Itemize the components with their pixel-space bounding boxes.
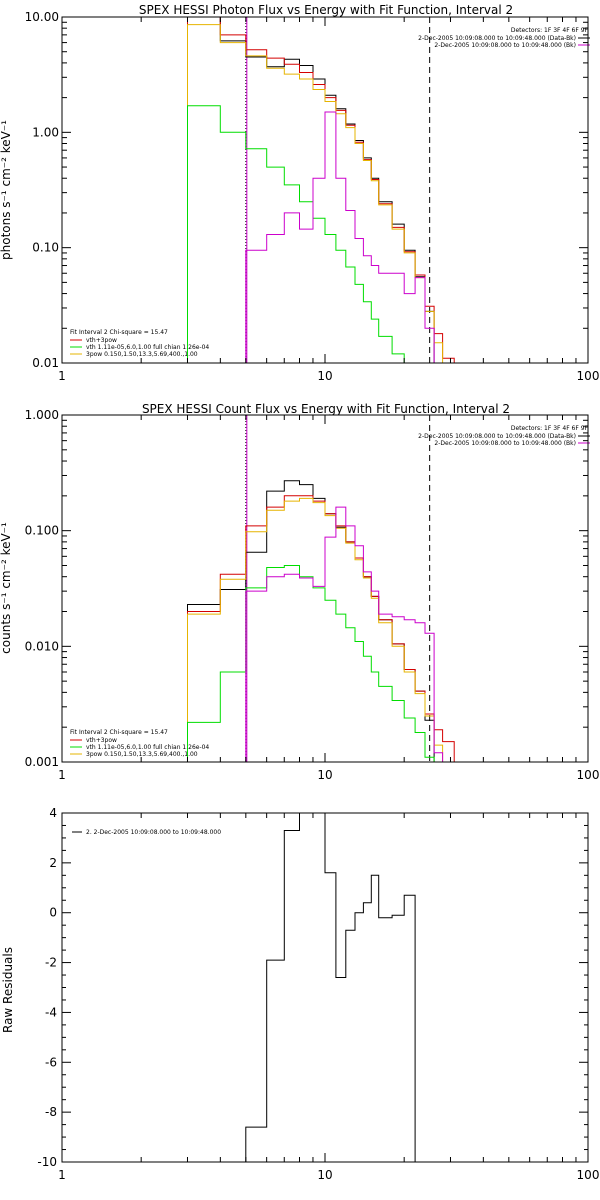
panel-3-ytick-label: -6 — [45, 1055, 57, 1069]
residuals-panel: Raw Residuals 2. 2-Dec-2005 10:09:08.000… — [1, 806, 599, 1182]
panel-1-ytick-label: 0.10 — [32, 241, 59, 255]
panel-2-title: SPEX HESSI Count Flux vs Energy with Fit… — [142, 402, 510, 416]
panel-3-ylabel: Raw Residuals — [1, 947, 15, 1033]
panel-1-xtick-label: 10 — [317, 369, 332, 383]
panel-3-ytick-label: 4 — [49, 806, 57, 820]
panel-2-xtick-label: 1 — [58, 768, 66, 782]
panel-1-series-5 — [245, 111, 443, 364]
panel-2-xtick-label: 100 — [577, 768, 600, 782]
panel-2-xtick-label: 10 — [317, 768, 332, 782]
panel-1-legend-3: 3pow 0.150,1.50,13.3,5.69,400.,1.00 — [86, 351, 198, 358]
panel-3-ytick-label: 2 — [49, 856, 57, 870]
panel-2-info-1: 2-Dec-2005 10:09:08.000 to 10:09:48.000 … — [418, 433, 576, 440]
panel-3-xtick-label: 100 — [577, 1168, 600, 1182]
panel-3-ytick-label: -4 — [45, 1005, 57, 1019]
panel-3-ytick-label: 0 — [49, 906, 57, 920]
panel-3-legend: 2. 2-Dec-2005 10:09:08.000 to 10:09:48.0… — [86, 829, 221, 836]
panel-3-ytick-label: -8 — [45, 1105, 57, 1119]
panel-1-series-3 — [187, 24, 455, 364]
panel-2-ytick-label: 1.000 — [25, 408, 59, 422]
panel-2-legend-3: 3pow 0.150,1.50,13.3,5.69,400.,1.00 — [86, 751, 198, 758]
panel-1-ytick-label: 0.01 — [32, 356, 59, 370]
panel-1-ytick-label: 1.00 — [32, 125, 59, 139]
panel-1-ylabel: photons s⁻¹ cm⁻² keV⁻¹ — [0, 120, 13, 260]
panel-2-series-3 — [187, 497, 444, 762]
panel-3-ytick-label: -10 — [37, 1155, 57, 1169]
panel-1-ytick-label: 10.00 — [25, 10, 59, 24]
panel-2-series-4 — [187, 565, 435, 762]
panel-1-series-1 — [187, 16, 435, 363]
panel-1-xtick-label: 100 — [577, 369, 600, 383]
panel-1-detectors: Detectors: 1F 3F 4F 6F 9F — [511, 27, 589, 34]
panel-2-series-2 — [187, 495, 455, 762]
panel-1-series-4 — [187, 105, 416, 364]
panel-2-ylabel: counts s⁻¹ cm⁻² keV⁻¹ — [0, 522, 13, 654]
panel-2-info-2: 2-Dec-2005 10:09:08.000 to 10:09:48.000 … — [434, 440, 576, 447]
panel-2-series-1 — [187, 480, 435, 762]
panel-1-xtick-label: 1 — [58, 369, 66, 383]
panel-1-legend-2: vth 1.11e-05,6.0,1.00 full chian 1.26e-0… — [86, 344, 209, 351]
panel-1-legend-1: vth+3pow — [86, 337, 117, 344]
panel-3-xtick-label: 10 — [317, 1168, 332, 1182]
panel-2-legend-header: Fit Interval 2 Chi-square = 15.47 — [70, 729, 168, 736]
panel-1-title: SPEX HESSI Photon Flux vs Energy with Fi… — [139, 3, 513, 17]
panel-2-legend-2: vth 1.11e-05,6.0,1.00 full chian 1.26e-0… — [86, 744, 209, 751]
panel-1-info-1: 2-Dec-2005 10:09:08.000 to 10:09:48.000 … — [418, 35, 576, 42]
panel-2-legend-1: vth+3pow — [86, 737, 117, 744]
panel-3-series-1 — [245, 812, 416, 1162]
panel-2-ytick-label: 0.010 — [25, 639, 59, 653]
count-flux-panel: SPEX HESSI Count Flux vs Energy with Fit… — [0, 402, 599, 782]
photon-flux-panel: SPEX HESSI Photon Flux vs Energy with Fi… — [0, 3, 599, 383]
panel-1-frame — [61, 16, 589, 364]
panel-2-detectors: Detectors: 1F 3F 4F 6F 9F — [511, 425, 589, 432]
panel-2-series-5 — [245, 506, 444, 762]
panel-3-xtick-label: 1 — [58, 1168, 66, 1182]
panel-2-ytick-label: 0.001 — [25, 755, 59, 769]
panel-1-series-2 — [187, 16, 465, 364]
panel-2-ytick-label: 0.100 — [25, 524, 59, 538]
panel-1-legend-header: Fit Interval 2 Chi-square = 15.47 — [70, 329, 168, 336]
panel-1-info-2: 2-Dec-2005 10:09:08.000 to 10:09:48.000 … — [434, 42, 576, 49]
panel-3-ytick-label: -2 — [45, 956, 57, 970]
